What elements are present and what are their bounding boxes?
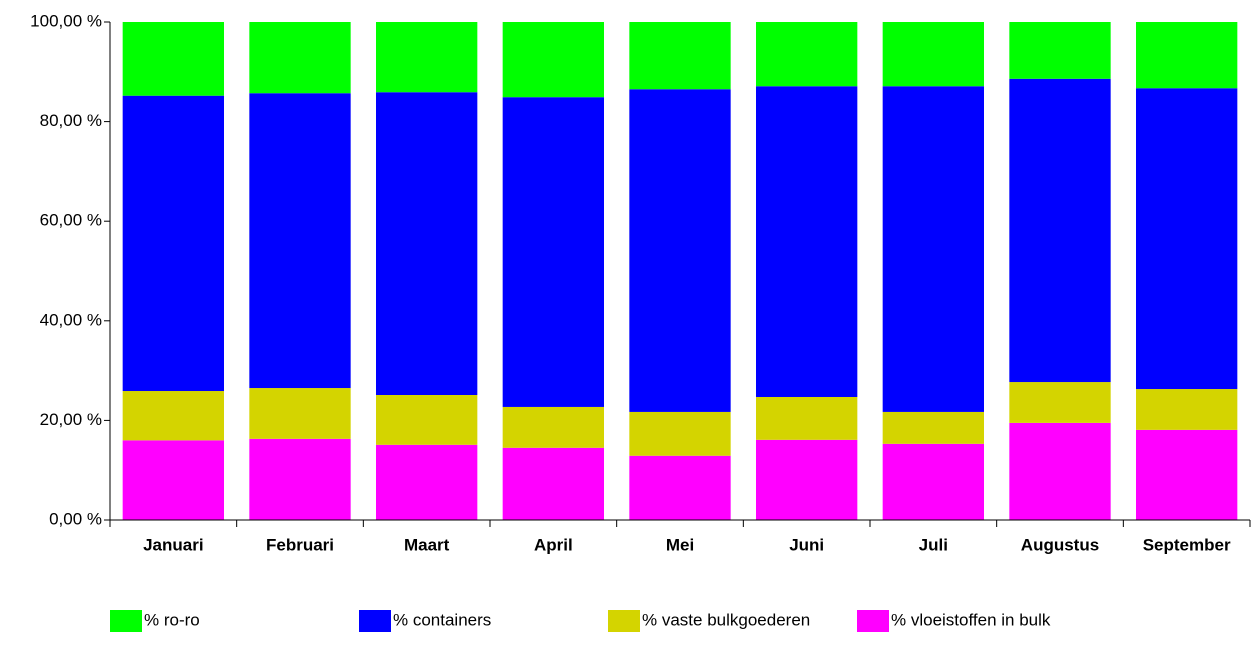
y-tick-label: 60,00 % bbox=[40, 211, 102, 230]
bar-segment bbox=[122, 22, 224, 96]
bar-segment bbox=[502, 97, 604, 407]
bar-segment bbox=[756, 86, 858, 397]
bar-segment bbox=[756, 396, 858, 440]
bar-segment bbox=[1136, 389, 1238, 430]
bar-segment bbox=[502, 22, 604, 98]
bar-segment bbox=[502, 447, 604, 520]
x-tick-label: Mei bbox=[666, 535, 694, 554]
x-tick-label: Augustus bbox=[1021, 535, 1099, 554]
bar-segment bbox=[249, 438, 351, 520]
legend-label: % ro-ro bbox=[144, 610, 200, 629]
y-tick-label: 40,00 % bbox=[40, 310, 102, 329]
bar-segment bbox=[629, 89, 731, 412]
y-tick-label: 20,00 % bbox=[40, 410, 102, 429]
y-tick-label: 80,00 % bbox=[40, 111, 102, 130]
legend-label: % vloeistoffen in bulk bbox=[891, 610, 1051, 629]
legend-swatch bbox=[359, 610, 391, 632]
bar-segment bbox=[249, 388, 351, 439]
bar-segment bbox=[122, 440, 224, 520]
legend-swatch bbox=[110, 610, 142, 632]
bar-segment bbox=[1009, 22, 1111, 79]
bar-segment bbox=[122, 391, 224, 441]
bar-segment bbox=[1009, 422, 1111, 520]
bar-segment bbox=[629, 22, 731, 90]
bar-segment bbox=[1136, 429, 1238, 520]
legend-swatch bbox=[608, 610, 640, 632]
bar-segment bbox=[122, 95, 224, 392]
legend-label: % vaste bulkgoederen bbox=[642, 610, 810, 629]
x-tick-label: Maart bbox=[404, 535, 450, 554]
bar-segment bbox=[249, 93, 351, 389]
bar-segment bbox=[502, 406, 604, 448]
bar-segment bbox=[376, 22, 478, 93]
bar-segment bbox=[249, 22, 351, 94]
x-tick-label: Juli bbox=[919, 535, 948, 554]
bar-segment bbox=[882, 411, 984, 444]
x-tick-label: September bbox=[1143, 535, 1231, 554]
bar-segment bbox=[1136, 22, 1238, 89]
bar-segment bbox=[1009, 382, 1111, 423]
legend-swatch bbox=[857, 610, 889, 632]
x-tick-label: Februari bbox=[266, 535, 334, 554]
x-tick-label: Januari bbox=[143, 535, 203, 554]
bar-segment bbox=[882, 22, 984, 87]
bar-segment bbox=[1136, 88, 1238, 390]
bar-segment bbox=[756, 22, 858, 87]
bar-segment bbox=[882, 86, 984, 412]
bar-segment bbox=[376, 395, 478, 445]
bar-segment bbox=[629, 455, 731, 520]
y-tick-label: 100,00 % bbox=[30, 11, 102, 30]
x-tick-label: April bbox=[534, 535, 573, 554]
legend-label: % containers bbox=[393, 610, 491, 629]
x-tick-label: Juni bbox=[789, 535, 824, 554]
bar-segment bbox=[1009, 78, 1111, 383]
bar-segment bbox=[756, 439, 858, 520]
bar-segment bbox=[376, 444, 478, 520]
y-tick-label: 0,00 % bbox=[49, 509, 102, 528]
bar-segment bbox=[882, 443, 984, 520]
bar-segment bbox=[376, 92, 478, 396]
bar-segment bbox=[629, 411, 731, 456]
